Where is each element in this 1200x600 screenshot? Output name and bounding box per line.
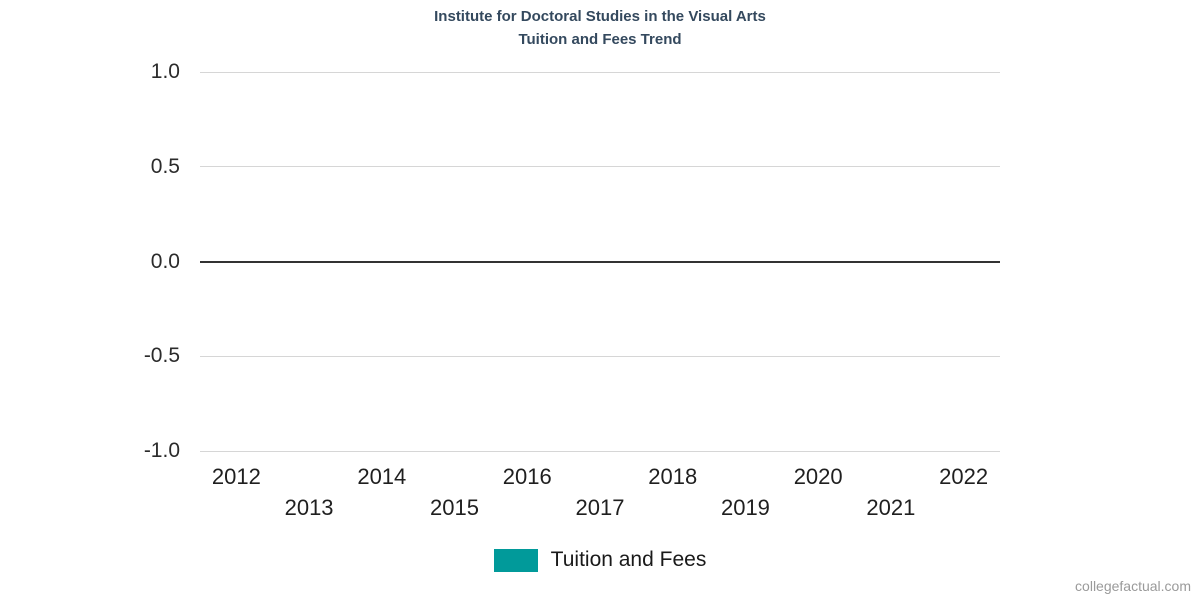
- x-tick-label: 2013: [284, 495, 334, 520]
- y-tick-label: 1.0: [150, 60, 180, 83]
- x-tick-label: 2020: [793, 464, 843, 489]
- x-tick-label: 2016: [502, 464, 552, 489]
- x-tick-label: 2012: [211, 464, 261, 489]
- gridline: [200, 71, 1000, 73]
- y-tick-label: -0.5: [143, 344, 180, 368]
- chart-title-line1: Institute for Doctoral Studies in the Vi…: [434, 8, 766, 25]
- legend: Tuition and Fees: [0, 546, 1200, 574]
- x-tick-label: 2019: [720, 495, 770, 520]
- x-tick-label: 2018: [648, 464, 698, 489]
- chart-title: Institute for Doctoral Studies in the Vi…: [0, 5, 1200, 51]
- x-tick-label: 2015: [430, 495, 479, 520]
- y-tick-label: -1.0: [143, 439, 180, 462]
- x-tick-label: 2022: [939, 464, 989, 489]
- legend-swatch-tuition-and-fees: [493, 548, 538, 572]
- chart-title-line2: Tuition and Fees Trend: [518, 31, 682, 48]
- legend-label: Tuition and Fees: [550, 548, 707, 571]
- x-tick-label: 2017: [575, 495, 625, 520]
- y-tick-label: 0.0: [150, 249, 180, 273]
- x-tick-label: 2021: [866, 495, 916, 520]
- plot-area: 1.0 0.5 0.0 -0.5 -1.0 2012 2013 2014 2015 2016 201…: [143, 60, 1000, 520]
- gridline: [200, 355, 1000, 357]
- gridline: [200, 166, 1000, 168]
- y-tick-label: 0.5: [150, 154, 180, 178]
- x-tick-label: 2014: [357, 464, 407, 489]
- zero-gridline: [200, 260, 1000, 263]
- watermark-link[interactable]: collegefactual.com: [1075, 578, 1191, 594]
- gridline: [200, 450, 1000, 452]
